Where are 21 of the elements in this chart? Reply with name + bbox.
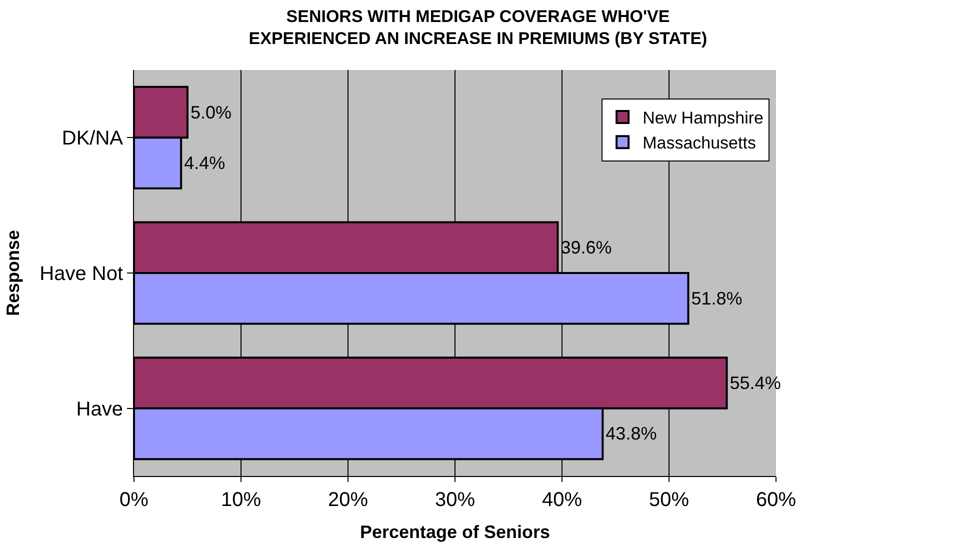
x-tick-label: 50% <box>648 489 690 511</box>
x-tick-label: 10% <box>220 489 262 511</box>
x-axis-title: Percentage of Seniors <box>360 522 550 542</box>
data-label: 5.0% <box>190 102 232 122</box>
x-tick-label: 40% <box>542 489 582 511</box>
legend-label: Massachusetts <box>642 134 756 153</box>
chart-title: SENIORS WITH MEDIGAP COVERAGE WHO'VE EXPERIENCED AN INCREASE IN PREMIUMS (BY STATE) <box>248 7 708 48</box>
data-label: 43.8% <box>606 424 657 444</box>
x-tick-label: 20% <box>328 489 368 511</box>
x-tick-label: 30% <box>434 489 476 511</box>
data-label: 4.4% <box>184 153 226 174</box>
data-label: 55.4% <box>730 372 781 393</box>
data-label: 39.6% <box>560 238 612 258</box>
y-tick-label: Have Not <box>40 263 124 285</box>
y-tick-label: Have <box>76 398 123 420</box>
x-tick-label: 60% <box>756 489 796 511</box>
y-tick-label: DK/NA <box>62 128 124 150</box>
data-label: 51.8% <box>691 288 742 308</box>
legend-label: New Hampshire <box>642 108 764 128</box>
x-tick-label: 0% <box>120 489 149 511</box>
y-axis-title: Response <box>2 230 23 316</box>
